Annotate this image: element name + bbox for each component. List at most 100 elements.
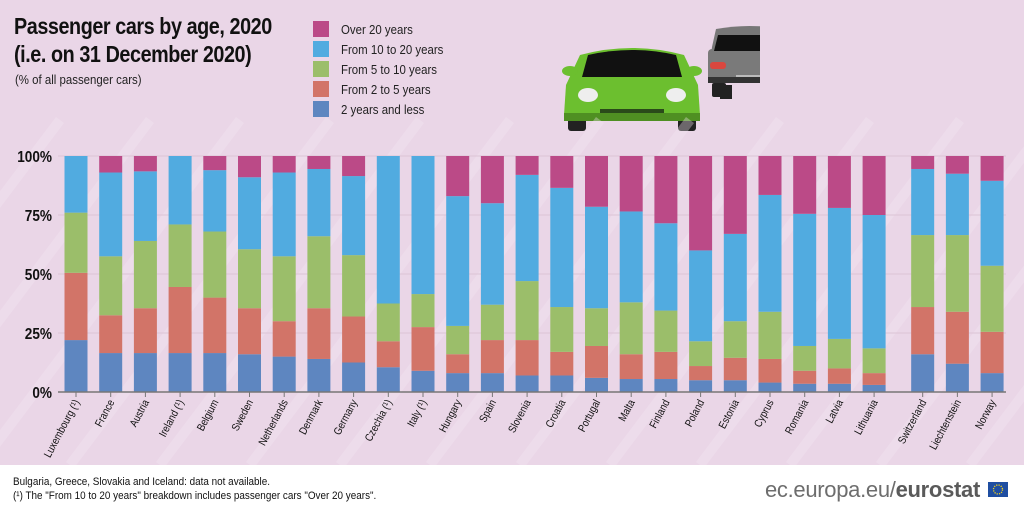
bar-segment [585, 345, 608, 378]
bar-segment [827, 383, 851, 392]
bar-segment [619, 156, 643, 212]
bar-segment [862, 156, 886, 215]
bar-segment [911, 168, 935, 236]
bar-netherlands [272, 156, 296, 392]
bar-segment [550, 307, 574, 352]
legend-swatch [313, 61, 329, 77]
bar-segment [480, 340, 504, 374]
bar-poland [689, 156, 713, 392]
y-tick-label: 50% [25, 267, 52, 284]
bar-segment [689, 366, 713, 381]
bar-segment [238, 177, 261, 250]
bar-segment [307, 308, 331, 359]
bar-segment [689, 250, 713, 342]
bar-segment [793, 345, 817, 371]
bar-segment [203, 297, 227, 354]
bar-segment [168, 353, 192, 392]
bar-slovenia [515, 156, 539, 392]
bar-segment [376, 303, 400, 342]
bar-liechtenstein [945, 156, 969, 392]
cars-illustration [562, 26, 760, 131]
legend-swatch [313, 41, 329, 57]
bar-segment [654, 310, 678, 352]
eurostat-link[interactable]: ec.europa.eu/eurostat [765, 477, 980, 503]
bar-segment [376, 156, 400, 304]
bar-segment [911, 235, 935, 308]
bar-segment [827, 338, 851, 369]
bar-latvia [827, 156, 851, 392]
bar-denmark [307, 156, 331, 392]
bar-segment [723, 156, 747, 234]
bar-segment [758, 194, 782, 312]
brand-name: eurostat [895, 477, 981, 502]
legend-label: Over 20 years [341, 21, 413, 37]
bar-segment [342, 255, 366, 317]
stacked-bar-chart: 0%25%50%75%100%Luxembourg (¹) France Austr… [17, 149, 1006, 460]
bar-segment [342, 316, 366, 363]
x-tick-label: Italy (¹) [406, 398, 430, 429]
bar-segment [133, 156, 157, 172]
bar-segment [99, 353, 123, 392]
bar-segment [307, 358, 331, 392]
legend-label: 2 years and less [341, 101, 425, 117]
bar-segment [203, 156, 227, 171]
legend-label: From 2 to 5 years [341, 81, 431, 97]
bar-france [99, 156, 123, 392]
bar-segment [827, 207, 851, 339]
bar-italy [411, 156, 435, 392]
bar-segment [550, 187, 574, 308]
bar-segment [411, 294, 435, 328]
y-tick-label: 0% [32, 385, 52, 402]
bar-germany [342, 156, 366, 392]
bar-segment [827, 368, 851, 384]
legend-item: Over 20 years [313, 19, 457, 39]
x-tick-label: Switzerland [896, 398, 929, 446]
bar-segment [342, 176, 366, 256]
bar-segment [272, 356, 296, 392]
x-tick-label: Germany [332, 397, 361, 437]
bar-segment [238, 308, 261, 355]
bar-segment [307, 168, 331, 237]
bar-segment [793, 370, 817, 384]
bar-segment [758, 358, 782, 383]
green-car-front-icon [562, 48, 702, 131]
bar-segment [585, 308, 608, 346]
bar-segment [980, 156, 1004, 181]
footnote-data-not-available: Bulgaria, Greece, Slovakia and Iceland: … [13, 476, 271, 488]
bar-finland [654, 156, 678, 392]
bar-segment [446, 373, 470, 392]
bar-segment [827, 156, 851, 208]
bar-segment [793, 213, 817, 346]
bar-segment [272, 172, 296, 257]
bar-segment [133, 171, 157, 241]
bar-segment [980, 373, 1004, 392]
x-tick-label: Croatia [544, 398, 569, 430]
bar-segment [619, 302, 643, 355]
bar-lithuania [862, 156, 886, 392]
bar-segment [911, 307, 935, 355]
bar-segment [723, 357, 747, 381]
x-tick-label: Austria [128, 398, 152, 429]
bar-segment [619, 379, 643, 392]
bar-segment [980, 180, 1004, 266]
bar-segment [307, 236, 331, 309]
bar-segment [758, 382, 782, 392]
bar-segment [619, 211, 643, 303]
bar-segment [550, 156, 574, 188]
bar-segment [238, 156, 261, 178]
bar-segment [945, 311, 969, 364]
bar-segment [342, 156, 366, 177]
title-line-1: Passenger cars by age, 2020 [14, 13, 272, 39]
bar-estonia [723, 156, 747, 392]
bar-segment [480, 304, 504, 341]
chart-title: Passenger cars by age, 2020 (i.e. on 31 … [14, 12, 272, 68]
bar-norway [980, 156, 1004, 392]
bar-segment [133, 308, 157, 354]
bar-segment [723, 321, 747, 358]
bar-segment [376, 341, 400, 368]
bar-segment [446, 354, 470, 374]
bar-segment [723, 380, 747, 392]
legend-swatch [313, 21, 329, 37]
eu-flag-icon [988, 482, 1008, 497]
bar-ireland [168, 156, 192, 392]
